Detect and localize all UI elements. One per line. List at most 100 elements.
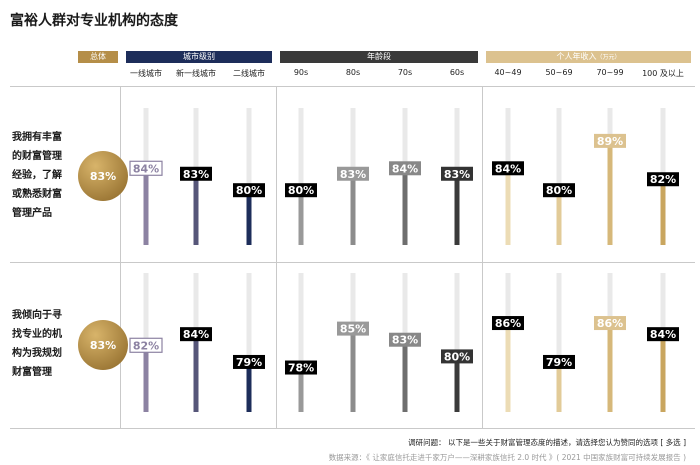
data-label-box [285,360,317,375]
bar [193,334,199,412]
header-city-label: 城市级别 [183,52,215,61]
column-label: 90s [293,68,309,77]
data-label: 86% [597,317,623,330]
bar [607,323,613,412]
data-label: 84% [650,328,676,341]
bar [298,190,304,245]
bar [556,361,562,412]
data-label: 85% [340,323,366,336]
bar [350,328,356,412]
data-label: 83% [444,168,470,181]
bar [402,339,408,412]
header-overall: 总体 [78,51,118,63]
bar [556,190,562,245]
vertical-divider-left [120,86,121,428]
data-label: 80% [288,184,314,197]
row-label-line: 经验，了解 [12,170,62,181]
data-label-box [233,183,265,198]
overall-value: 83% [89,169,117,183]
overall-value: 83% [89,338,117,352]
vertical-divider-city [276,86,277,428]
data-label-box [647,327,679,342]
data-label-box [647,172,679,187]
header-income-label: 个人年收入 [556,52,597,61]
data-label: 83% [340,168,366,181]
row-label-line: 构为我规划 [12,348,62,359]
bar [505,168,511,245]
data-label: 86% [495,317,521,330]
data-label: 79% [546,356,572,369]
data-label: 83% [183,168,209,181]
data-label: 84% [495,162,521,175]
row-label-experience: 我拥有丰富 的财富管理 经验，了解 或熟悉财富 管理产品 [12,128,62,223]
bar [607,140,613,245]
row-label-line: 找专业的机 [12,329,62,340]
data-label-box [233,354,265,369]
section-divider-middle [10,262,695,263]
data-label-box [337,166,369,181]
overall-circle-prefer: 83% [78,320,128,370]
data-label-box [594,133,626,148]
data-label: 82% [133,339,159,352]
data-label: 83% [392,334,418,347]
bar [298,367,304,412]
data-label-box [543,183,575,198]
bar-track [246,273,252,412]
row-label-line: 财富管理 [12,367,52,378]
column-label: 70~99 [596,68,624,77]
data-label-box [129,160,163,176]
data-label-box [492,316,524,331]
data-label-box [180,166,212,181]
overall-circle-experience: 83% [78,151,128,201]
bar [143,168,149,245]
data-label-box [389,161,421,176]
section-divider-bottom [10,428,695,429]
row-label-line: 我拥有丰富 [12,132,62,143]
data-label: 78% [288,362,314,375]
header-city-level: 城市级别 [126,51,272,63]
row-label-line: 的财富管理 [12,151,62,162]
data-label: 80% [546,184,572,197]
bar [402,168,408,245]
bar [193,173,199,245]
row-label-line: 管理产品 [12,208,52,219]
bar-track [298,273,304,412]
vertical-divider-age [482,86,483,428]
bar-track [556,273,562,412]
data-label-box [441,166,473,181]
survey-question: 调研问题： 以下是一些关于财富管理态度的描述，请选择您认为赞同的选项 [ 多选 … [408,438,686,447]
section-divider-top [10,86,695,87]
data-label-box [492,161,524,176]
data-label-box [389,332,421,347]
data-source: 数据来源：《 让家庭信托走进千家万户——深耕家族信托 2.0 时代 》( 202… [328,453,686,462]
data-label: 82% [650,173,676,186]
data-label-box [441,349,473,364]
bar [143,345,149,412]
bar [350,173,356,245]
column-label: 二线城市 [233,69,265,78]
data-label-box [285,183,317,198]
data-label: 80% [444,350,470,363]
data-label: 80% [236,184,262,197]
bar-track [246,108,252,245]
bar-track [556,108,562,245]
data-label: 84% [392,162,418,175]
row-label-line: 或熟悉财富 [12,189,62,200]
header-income: 个人年收入（万元） [486,51,691,63]
column-label: 70s [397,68,413,77]
data-label: 84% [133,162,159,175]
row-label-line: 我倾向于寻 [12,310,62,321]
column-label: 60s [449,68,465,77]
data-label: 89% [597,135,623,148]
column-label: 100 及以上 [642,69,684,78]
row-label-prefer-professional: 我倾向于寻 找专业的机 构为我规划 财富管理 [12,306,62,382]
header-income-unit: （万元） [596,54,621,61]
bar [246,361,252,412]
bar [660,334,666,412]
column-label: 40~49 [494,68,522,77]
bar [660,179,666,245]
bar-track [298,108,304,245]
bar [246,190,252,245]
bar [505,323,511,412]
header-age-label: 年龄段 [367,52,391,61]
